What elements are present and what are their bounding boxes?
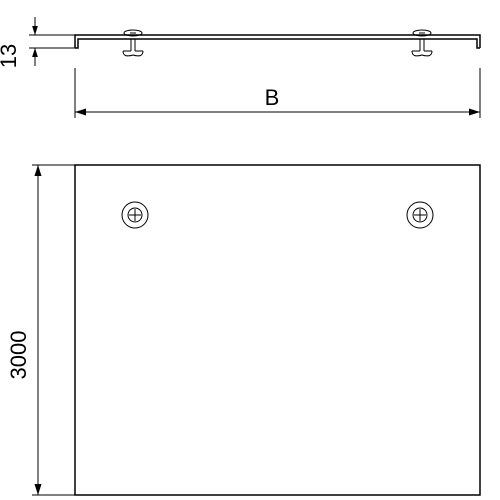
dim-B: B bbox=[265, 85, 280, 110]
dim-arrow bbox=[34, 165, 41, 176]
dim-arrow bbox=[32, 26, 38, 35]
dim-arrow bbox=[32, 48, 38, 57]
dim-13: 13 bbox=[0, 44, 21, 68]
dim-3000: 3000 bbox=[6, 331, 31, 380]
dim-arrow bbox=[34, 484, 41, 495]
fastener-wing bbox=[123, 51, 143, 56]
fastener-wing bbox=[412, 51, 432, 56]
technical-drawing: 13 B 3000 bbox=[0, 0, 500, 500]
dim-arrow bbox=[75, 108, 86, 115]
top-section-profile bbox=[75, 35, 480, 48]
dim-arrow bbox=[469, 108, 480, 115]
